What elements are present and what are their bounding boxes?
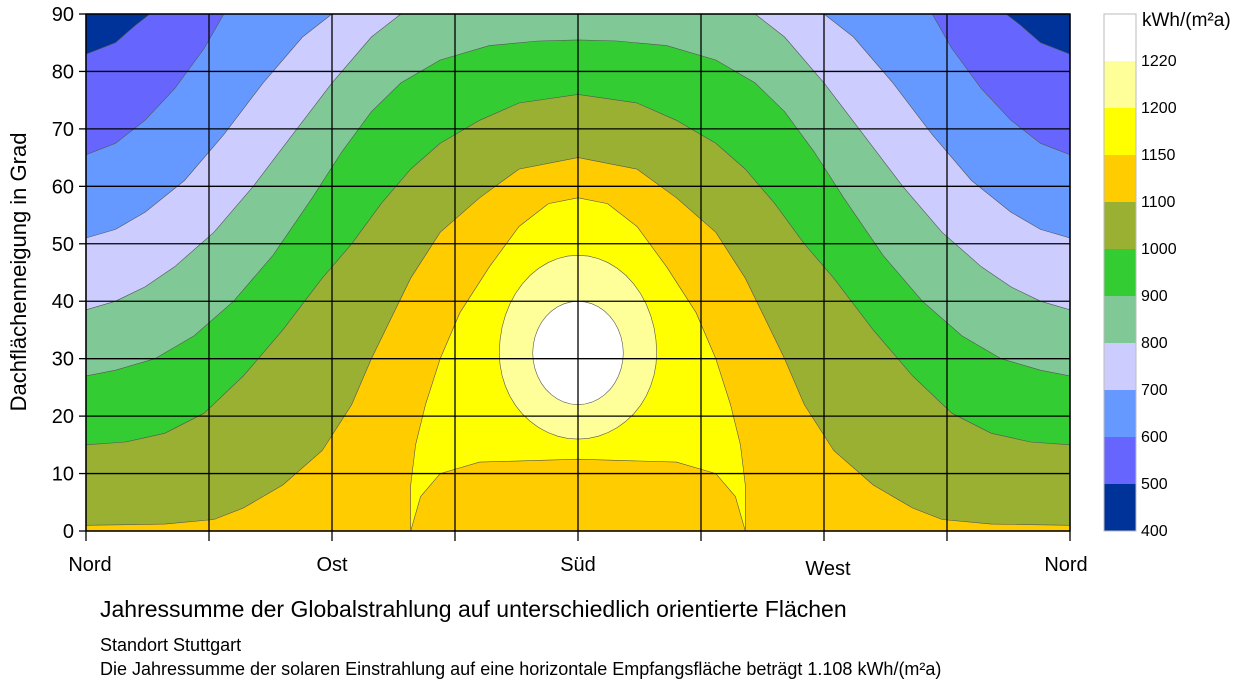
x-tick-label: Nord	[1044, 554, 1087, 576]
legend-swatch-1150	[1104, 108, 1136, 155]
legend-label: 1200	[1141, 100, 1177, 117]
axes: 0 10 20 30 40 50 60 70 80 90 Nord Ost Süd West Nord	[52, 4, 1088, 580]
legend-swatch-1200	[1104, 61, 1136, 108]
y-tick-label: 30	[52, 349, 74, 371]
legend-label: 900	[1141, 288, 1168, 305]
legend-swatch-600	[1104, 390, 1136, 437]
x-tick-label: Süd	[560, 554, 596, 576]
y-tick-label: 0	[63, 521, 74, 543]
legend-label: 800	[1141, 335, 1168, 352]
legend-label: 600	[1141, 429, 1168, 446]
chart-subtitle-location: Standort Stuttgart	[100, 635, 242, 655]
y-tick-label: 20	[52, 406, 74, 428]
legend-label: 1100	[1141, 194, 1176, 211]
legend-swatch-700	[1104, 343, 1136, 390]
legend-border	[1103, 13, 1137, 532]
x-tick-label: West	[805, 558, 851, 580]
legend-label: 700	[1141, 382, 1168, 399]
legend-label: 400	[1141, 523, 1168, 540]
legend-swatch-1000	[1104, 202, 1136, 249]
y-tick-label: 50	[52, 234, 74, 256]
legend-unit: kWh/(m²a)	[1142, 10, 1231, 31]
chart-subtitle-note: Die Jahressumme der solaren Einstrahlung…	[100, 659, 942, 679]
y-tick-label: 80	[52, 61, 74, 83]
y-axis-label: Dachflächenneigung in Grad	[6, 133, 31, 412]
y-tick-label: 10	[52, 464, 74, 486]
grid	[85, 13, 1071, 532]
contour-chart: 0 10 20 30 40 50 60 70 80 90 Nord Ost Süd West Nord 40…	[6, 4, 1231, 580]
color-legend: 400 500 600 700 800 900 1000 1100 1150 1200 1220 kW…	[1103, 10, 1231, 540]
legend-swatch-800	[1104, 296, 1136, 343]
legend-swatch-1220	[1104, 14, 1136, 61]
legend-label: 1150	[1141, 147, 1176, 164]
chart-title: Jahressumme der Globalstrahlung auf unte…	[100, 596, 847, 622]
legend-label: 1220	[1141, 53, 1177, 70]
x-tick-label: Nord	[68, 554, 111, 576]
legend-swatch-900	[1104, 249, 1136, 296]
x-tick-label: Ost	[316, 554, 348, 576]
legend-label: 1000	[1141, 241, 1177, 258]
y-tick-label: 40	[52, 291, 74, 313]
y-tick-label: 90	[52, 4, 74, 26]
y-tick-label: 60	[52, 176, 74, 198]
legend-swatch-1100	[1104, 155, 1136, 202]
y-tick-label: 70	[52, 119, 74, 141]
legend-swatch-400	[1104, 484, 1136, 531]
legend-swatch-500	[1104, 437, 1136, 484]
legend-label: 500	[1141, 476, 1168, 493]
